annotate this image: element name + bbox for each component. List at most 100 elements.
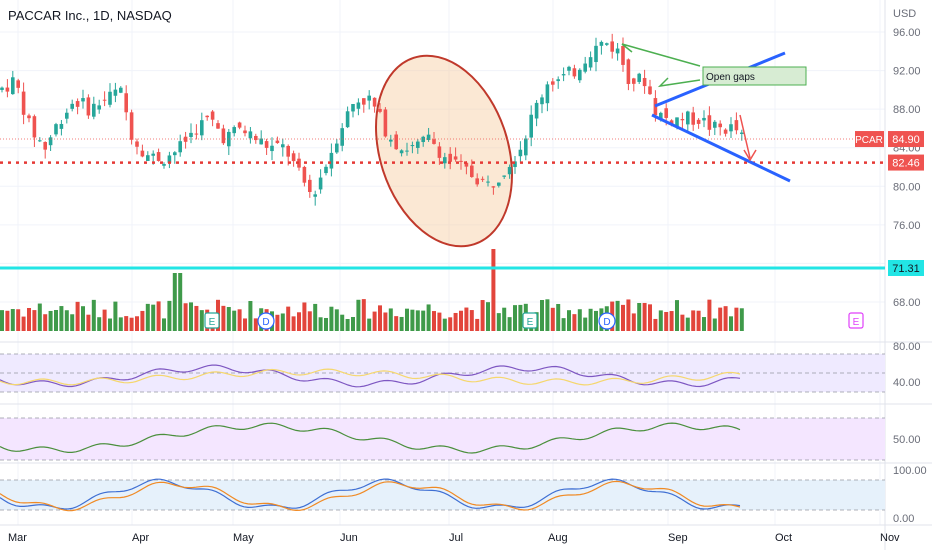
volume-bar xyxy=(545,299,550,331)
earnings-marker xyxy=(522,312,538,329)
volume-bar xyxy=(351,317,355,331)
volume-bar xyxy=(286,306,291,331)
candle-body xyxy=(54,124,58,135)
currency-label: USD xyxy=(893,8,917,20)
volume-bar xyxy=(129,317,134,331)
candle-body xyxy=(119,87,123,93)
candle-body xyxy=(281,144,285,148)
volume-bar xyxy=(81,306,85,331)
earnings-marker xyxy=(848,312,864,329)
x-tick-label: Oct xyxy=(775,532,792,544)
candle-body xyxy=(621,45,625,65)
volume-bar xyxy=(91,299,96,331)
volume-bar xyxy=(394,316,399,331)
candle-body xyxy=(507,166,512,175)
volume-bar xyxy=(718,307,723,331)
candle-body xyxy=(254,135,258,141)
symbol-label: PCAR xyxy=(855,135,883,146)
candle-body xyxy=(529,114,533,138)
volume-bar xyxy=(226,307,231,331)
candle-body xyxy=(102,99,107,101)
candle-body xyxy=(615,48,620,54)
open-gaps-box xyxy=(702,66,807,86)
candle-body xyxy=(389,139,393,142)
candle-body xyxy=(734,120,739,131)
volume-bar xyxy=(302,302,307,331)
candle-body xyxy=(318,177,323,190)
volume-bar xyxy=(124,316,129,331)
candle-body xyxy=(243,130,247,134)
x-tick-label: Mar xyxy=(8,532,27,544)
candle-body xyxy=(610,41,614,52)
candle-body xyxy=(648,86,652,95)
candle-body xyxy=(453,156,458,160)
candle-body xyxy=(470,165,474,177)
candle-body xyxy=(162,164,166,166)
candle-body xyxy=(38,140,42,142)
volume-bar xyxy=(32,310,37,331)
volume-bar xyxy=(297,312,301,331)
candle-body xyxy=(405,150,409,152)
volume-bar xyxy=(307,311,312,331)
chart-title: PACCAR Inc., 1D, NASDAQ xyxy=(8,8,172,23)
candle-body xyxy=(399,150,404,154)
x-tick-label: Nov xyxy=(880,532,900,544)
volume-bar xyxy=(556,303,561,331)
price-tick-label: 80.00 xyxy=(893,181,921,193)
candle-body xyxy=(270,145,274,152)
dividend-marker xyxy=(598,312,616,330)
candle-body xyxy=(540,97,544,105)
candle-body xyxy=(324,166,328,174)
candle-body xyxy=(659,112,663,119)
x-tick-label: Aug xyxy=(548,532,568,544)
candle-body xyxy=(173,152,177,156)
candle-body xyxy=(135,141,139,147)
volume-bar xyxy=(183,303,188,331)
candle-body xyxy=(410,145,415,147)
volume-bar xyxy=(64,310,69,331)
volume-bar xyxy=(253,318,258,331)
candle-body xyxy=(59,123,64,129)
volume-bar xyxy=(189,302,193,331)
candle-body xyxy=(286,145,290,157)
candle-body xyxy=(567,66,571,71)
volume-bar xyxy=(675,300,679,331)
candle-body xyxy=(5,87,10,92)
volume-bar xyxy=(734,307,739,331)
candle-body xyxy=(221,128,226,144)
candle-body xyxy=(194,133,199,135)
volume-bar xyxy=(167,300,172,331)
volume-bar xyxy=(540,300,544,331)
candle-body xyxy=(605,43,609,45)
candle-body xyxy=(513,161,517,168)
candle-body xyxy=(632,78,636,84)
volume-bar xyxy=(5,310,10,331)
volume-bar xyxy=(291,316,296,331)
volume-bar xyxy=(491,249,496,331)
volume-bar xyxy=(588,308,593,331)
volume-bar xyxy=(178,273,183,331)
candle-body xyxy=(578,69,582,81)
volume-bar xyxy=(113,301,118,331)
price-tick-label: 88.00 xyxy=(893,104,921,116)
volume-bar xyxy=(275,314,280,331)
candle-body xyxy=(702,117,706,121)
stoch-axis-label: 0.00 xyxy=(893,513,914,525)
candle-body xyxy=(588,57,593,68)
volume-bar xyxy=(243,318,247,331)
earnings-marker xyxy=(204,312,220,329)
gap-arrow-2 xyxy=(657,77,701,88)
candle-body xyxy=(729,124,733,132)
candle-body xyxy=(669,120,674,125)
volume-bar xyxy=(426,304,431,331)
x-tick-label: Apr xyxy=(132,532,149,544)
volume-bar xyxy=(97,317,102,331)
volume-bar xyxy=(626,299,631,331)
volume-bar xyxy=(496,313,501,331)
volume-bar xyxy=(86,314,91,331)
volume-bar xyxy=(405,308,409,331)
gap-arrow-1 xyxy=(621,43,701,67)
candle-body xyxy=(167,155,172,163)
candle-body xyxy=(545,84,550,104)
volume-bar xyxy=(340,314,345,331)
